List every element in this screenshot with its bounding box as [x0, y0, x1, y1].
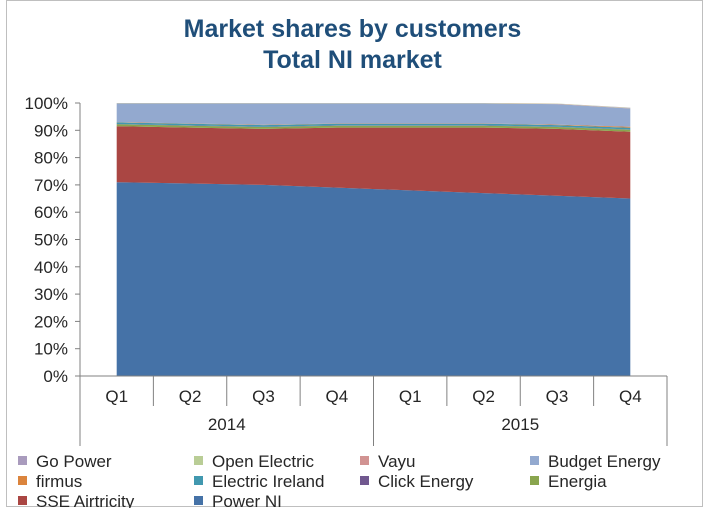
legend-swatch	[194, 476, 203, 485]
x-group-label: 2015	[501, 415, 539, 434]
legend-label: Go Power	[36, 452, 112, 471]
chart-title: Market shares by customers Total NI mark…	[0, 14, 705, 76]
y-tick-label: 0%	[43, 367, 68, 386]
x-tick-label: Q4	[325, 387, 348, 406]
legend-label: Electric Ireland	[212, 472, 325, 491]
y-tick-label: 70%	[34, 176, 68, 195]
legend-swatch	[530, 476, 539, 485]
legend-swatch	[360, 456, 369, 465]
legend-item-go-power: Go Power	[18, 453, 112, 471]
legend-item-click-energy: Click Energy	[360, 473, 473, 491]
legend-item-power-ni: Power NI	[194, 493, 282, 508]
legend-swatch	[18, 496, 27, 505]
legend-swatch	[194, 496, 203, 505]
legend-item-firmus: firmus	[18, 473, 82, 491]
legend-item-energia: Energia	[530, 473, 607, 491]
y-tick-label: 40%	[34, 258, 68, 277]
legend-label: Vayu	[378, 452, 416, 471]
legend-label: Energia	[548, 472, 607, 491]
y-tick-label: 80%	[34, 149, 68, 168]
area-sse-airtricity	[116, 126, 631, 199]
legend-swatch	[18, 456, 27, 465]
y-tick-label: 10%	[34, 340, 68, 359]
x-tick-label: Q4	[619, 387, 642, 406]
y-tick-label: 60%	[34, 203, 68, 222]
legend-item-electric-ireland: Electric Ireland	[194, 473, 324, 491]
x-tick-label: Q2	[472, 387, 495, 406]
y-tick-label: 30%	[34, 285, 68, 304]
x-tick-label: Q2	[179, 387, 202, 406]
x-tick-label: Q1	[399, 387, 422, 406]
legend-item-open-electric: Open Electric	[194, 453, 314, 471]
area-energia	[116, 124, 631, 132]
legend: Go Power Open Electric Vayu Budget Energy fi…	[18, 452, 703, 508]
legend-label: Power NI	[212, 492, 282, 508]
legend-item-budget-energy: Budget Energy	[530, 453, 660, 471]
x-tick-label: Q1	[105, 387, 128, 406]
legend-swatch	[360, 476, 369, 485]
legend-label: Budget Energy	[548, 452, 661, 471]
area-electric-ireland	[116, 122, 631, 130]
legend-label: Open Electric	[212, 452, 315, 471]
legend-label: Click Energy	[378, 472, 474, 491]
legend-label: SSE Airtricity	[36, 492, 135, 508]
y-tick-label: 50%	[34, 231, 68, 250]
legend-swatch	[530, 456, 539, 465]
legend-item-vayu: Vayu	[360, 453, 416, 471]
x-tick-label: Q3	[252, 387, 275, 406]
legend-label: firmus	[36, 472, 83, 491]
x-tick-label: Q3	[546, 387, 569, 406]
area-budget-energy	[116, 103, 631, 127]
area-power-ni	[116, 182, 631, 376]
y-tick-label: 90%	[34, 121, 68, 140]
legend-item-sse-airtricity: SSE Airtricity	[18, 493, 134, 508]
legend-swatch	[18, 476, 27, 485]
x-group-label: 2014	[208, 415, 246, 434]
legend-swatch	[194, 456, 203, 465]
series-areas	[116, 103, 631, 376]
y-tick-label: 100%	[25, 94, 68, 113]
chart-title-line-2: Total NI market	[263, 46, 442, 74]
y-tick-label: 20%	[34, 312, 68, 331]
chart-title-line-1: Market shares by customers	[183, 15, 522, 43]
